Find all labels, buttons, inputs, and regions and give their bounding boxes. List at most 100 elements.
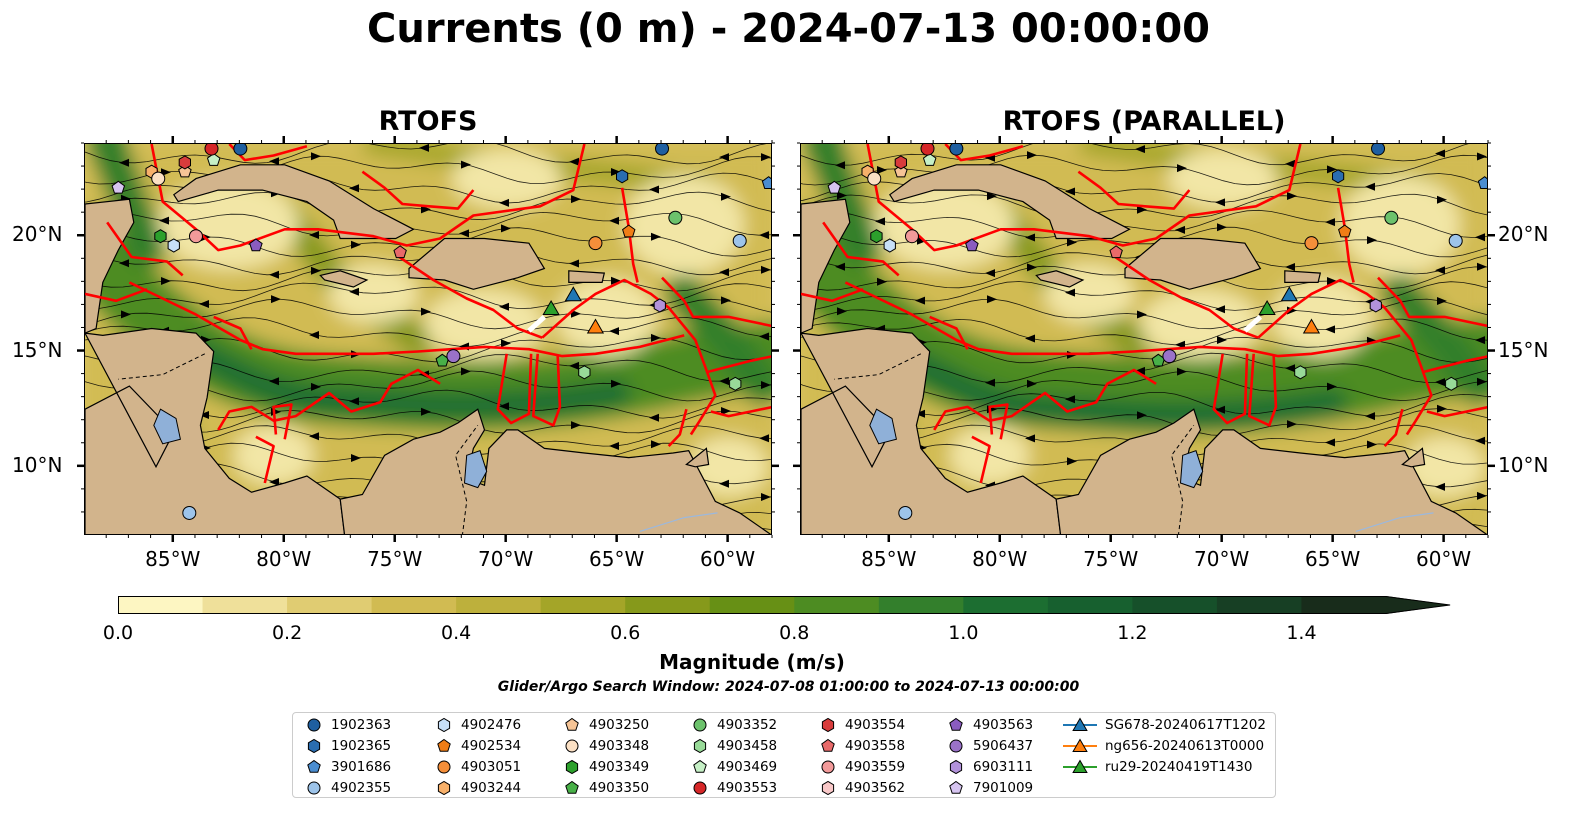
rtofs-parallel-float-4903558[interactable] — [1109, 245, 1123, 259]
map-panel-rtofs[interactable] — [84, 143, 772, 535]
rtofs-parallel-glider-SG678-20240617T1202[interactable] — [1280, 286, 1298, 302]
rtofs-parallel-land-yucatan — [801, 198, 851, 334]
rtofs-float-7901009[interactable] — [111, 180, 126, 194]
rtofs-float-4903352[interactable] — [668, 210, 683, 225]
rtofs-float-4903458[interactable] — [578, 365, 591, 380]
legend-item: 4903559 — [819, 757, 905, 777]
rtofs-glider-SG678-20240617T1202[interactable] — [564, 286, 582, 302]
rtofs-float-5906437[interactable] — [446, 349, 461, 364]
rtofs-parallel-float-4903458[interactable] — [1294, 365, 1307, 380]
rtofs-float-4903563[interactable] — [249, 238, 263, 252]
rtofs-glider-ng656-20240613T0000[interactable] — [586, 318, 605, 334]
rtofs-parallel-float-4903458[interactable] — [1445, 376, 1458, 391]
rtofs-float-3901686[interactable] — [761, 176, 772, 189]
figure-title: Currents (0 m) - 2024-07-13 00:00:00 — [367, 6, 1210, 52]
rtofs-float-4903469[interactable] — [206, 152, 221, 166]
lon-tick-label: 75°W — [367, 547, 423, 571]
legend-item: 4903562 — [819, 778, 905, 798]
rtofs-parallel-float-6903111[interactable] — [1369, 298, 1382, 313]
rtofs-float-4902534[interactable] — [622, 224, 636, 238]
rtofs-float-4903554[interactable] — [178, 155, 191, 170]
rtofs-parallel-glider-ru29-20240419T1430[interactable] — [1258, 300, 1276, 315]
legend-label: 4902534 — [461, 738, 522, 754]
rtofs-parallel-glider-ng656-20240613T0000[interactable] — [1302, 318, 1321, 334]
float-hexagon-icon — [307, 738, 321, 754]
colorbar-tick-label: 1.4 — [1286, 622, 1317, 644]
lat-tick-label: 20°N — [12, 222, 63, 247]
float-circle-icon — [437, 760, 451, 774]
rtofs-parallel-float-7901009[interactable] — [827, 180, 842, 194]
legend-item: ng656-20240613T0000 — [1063, 736, 1264, 756]
rtofs-parallel-float-4903349[interactable] — [870, 229, 883, 244]
rtofs-parallel-float-5906437[interactable] — [1162, 349, 1177, 364]
rtofs-float-4903349[interactable] — [154, 229, 167, 244]
float-circle-icon — [821, 760, 835, 774]
rtofs-parallel-float-4903348[interactable] — [867, 171, 882, 186]
rtofs-float-4903458[interactable] — [729, 376, 742, 391]
float-circle-icon — [693, 718, 707, 732]
rtofs-float-1902363[interactable] — [233, 144, 248, 156]
rtofs-parallel-glider-tracks — [1243, 286, 1321, 334]
legend-label: 4902355 — [331, 780, 392, 796]
rtofs-parallel-float-1902365[interactable] — [1332, 169, 1345, 184]
float-hexagon-icon — [565, 759, 579, 775]
float-hexagon-icon — [949, 759, 963, 775]
rtofs-parallel-float-4903469[interactable] — [922, 152, 937, 166]
rtofs-land-puertorico — [568, 270, 606, 283]
rtofs-float-4903348[interactable] — [151, 171, 166, 186]
legend-label: 5906437 — [973, 738, 1034, 754]
legend-label: 6903111 — [973, 759, 1034, 775]
rtofs-float-1902365[interactable] — [616, 169, 629, 184]
legend-item: 4903350 — [563, 778, 649, 798]
map-panel-rtofs-parallel[interactable] — [800, 143, 1488, 535]
rtofs-parallel-float-4903553[interactable] — [920, 144, 935, 156]
legend-item: 4903553 — [691, 778, 777, 798]
rtofs-parallel-float-4902355[interactable] — [898, 505, 913, 520]
rtofs-float-4903558[interactable] — [393, 245, 407, 259]
rtofs-parallel-float-4902476[interactable] — [883, 238, 896, 253]
glider-triangle-icon — [1063, 759, 1097, 773]
legend-label: 4903244 — [461, 780, 522, 796]
colorbar-segment — [794, 596, 880, 614]
colorbar-segment — [287, 596, 373, 614]
rtofs-float-4903559[interactable] — [188, 229, 203, 244]
rtofs-parallel-float-4902355[interactable] — [1448, 233, 1463, 248]
float-pentagon-icon — [307, 759, 321, 773]
legend-item: 4903563 — [947, 715, 1033, 735]
rtofs-parallel-float-1902363[interactable] — [1371, 144, 1386, 156]
rtofs-float-4903553[interactable] — [204, 144, 219, 156]
legend-item: 4903352 — [691, 715, 777, 735]
rtofs-float-4903051[interactable] — [588, 236, 603, 251]
rtofs-parallel-float-4903559[interactable] — [904, 229, 919, 244]
float-pentagon-icon — [949, 717, 963, 731]
legend-label: SG678-20240617T1202 — [1105, 717, 1266, 733]
rtofs-parallel-float-4903563[interactable] — [965, 238, 979, 252]
legend-label: 4903469 — [717, 759, 778, 775]
rtofs-map-canvas — [85, 144, 772, 534]
rtofs-float-1902363[interactable] — [655, 144, 670, 156]
rtofs-parallel-float-3901686[interactable] — [1477, 176, 1488, 189]
lon-tick-label: 60°W — [699, 547, 756, 571]
float-circle-icon — [307, 781, 321, 795]
lon-tick-label: 80°W — [972, 547, 1028, 571]
legend-label: 4903562 — [845, 780, 906, 796]
rtofs-parallel-float-4903554[interactable] — [894, 155, 907, 170]
rtofs-float-4903250[interactable] — [178, 164, 192, 178]
rtofs-parallel-float-4903250[interactable] — [894, 164, 908, 178]
lon-tick-label: 85°W — [145, 547, 201, 571]
float-hexagon-icon — [821, 780, 835, 796]
colorbar-segment — [1216, 596, 1302, 614]
rtofs-parallel-float-4903051[interactable] — [1304, 236, 1319, 251]
rtofs-parallel-float-4903352[interactable] — [1384, 210, 1399, 225]
rtofs-parallel-float-1902363[interactable] — [949, 144, 964, 156]
rtofs-float-4902355[interactable] — [182, 505, 197, 520]
legend-item: 4903250 — [563, 715, 649, 735]
rtofs-parallel-float-4902534[interactable] — [1338, 224, 1352, 238]
rtofs-land-yucatan — [85, 198, 135, 334]
rtofs-glider-ru29-20240419T1430[interactable] — [542, 300, 560, 315]
rtofs-float-4902476[interactable] — [167, 238, 180, 253]
rtofs-land-hispaniola — [408, 237, 546, 290]
rtofs-float-6903111[interactable] — [653, 298, 666, 313]
rtofs-float-4902355[interactable] — [732, 233, 747, 248]
colorbar-segment — [202, 596, 288, 614]
